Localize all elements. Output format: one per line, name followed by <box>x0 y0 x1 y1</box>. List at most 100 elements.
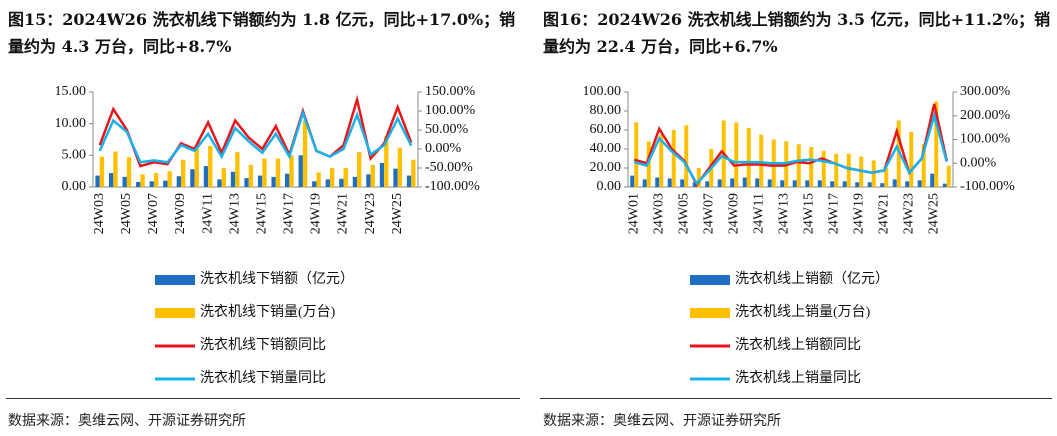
bar <box>176 176 182 187</box>
bar <box>746 128 751 187</box>
bar <box>846 153 851 187</box>
line <box>98 94 413 168</box>
x-tick-label: 24W21 <box>336 193 351 234</box>
bar <box>821 150 826 187</box>
legend-label: 洗衣机线下销量(万台) <box>200 304 336 320</box>
bar <box>262 158 267 187</box>
y2-tick-label: 0.00% <box>425 141 462 156</box>
bar <box>780 180 785 187</box>
bar <box>742 177 747 187</box>
bar <box>257 175 263 187</box>
bar <box>248 164 254 187</box>
y2-tick-label: 150.00% <box>425 84 476 99</box>
bar <box>717 179 722 187</box>
bar <box>930 173 935 187</box>
bar <box>136 181 141 187</box>
bar <box>630 175 635 187</box>
bar <box>352 176 358 187</box>
bar <box>384 136 389 187</box>
y2-tick-label: 100.00% <box>960 132 1011 147</box>
bar <box>302 120 308 187</box>
bar <box>684 125 689 187</box>
y2-tick-label: 100.00% <box>425 103 476 118</box>
bar <box>325 179 330 187</box>
x-tick-label: 24W05 <box>119 193 134 234</box>
y-tick-label: 20.00 <box>590 160 622 175</box>
bar <box>867 182 872 187</box>
bar <box>667 178 672 187</box>
bar <box>149 181 154 187</box>
bar <box>113 151 118 187</box>
x-tick-label: 24W13 <box>227 193 242 234</box>
bar <box>181 159 186 187</box>
x-tick-label: 24W23 <box>363 193 378 234</box>
bar <box>339 178 344 187</box>
bar <box>659 134 664 187</box>
legend-label: 洗衣机线上销量同比 <box>735 370 861 386</box>
bar <box>316 172 321 187</box>
bar <box>271 176 276 187</box>
y-tick-label: 0.00 <box>62 179 87 194</box>
bar <box>230 171 236 187</box>
bar <box>235 152 240 187</box>
y-tick-label: 60.00 <box>590 122 622 137</box>
bar <box>796 144 801 187</box>
bar <box>312 181 317 187</box>
bar <box>892 179 897 187</box>
x-tick-label: 24W17 <box>826 193 841 234</box>
y-tick-label: 100.00 <box>583 84 622 99</box>
legend-label: 洗衣机线下销额（亿元） <box>200 271 354 287</box>
bar <box>194 149 199 187</box>
bar <box>755 178 760 187</box>
bar <box>634 122 639 187</box>
bar <box>855 182 860 187</box>
x-tick-label: 24W17 <box>282 193 297 234</box>
x-tick-label: 24W11 <box>751 193 766 234</box>
bar <box>208 145 213 187</box>
x-tick-label: 24W25 <box>926 193 941 234</box>
bar <box>366 174 371 187</box>
y2-tick-label: -100.00% <box>960 179 1015 194</box>
bar <box>734 122 739 187</box>
source-note: 数据来源：奥维云网、开源证券研究所 <box>543 413 781 429</box>
bar <box>767 179 772 187</box>
x-tick-label: 24W07 <box>146 193 161 234</box>
bar <box>655 177 660 187</box>
legend-label: 洗衣机线上销额同比 <box>735 337 861 353</box>
bar <box>289 155 294 187</box>
bar <box>692 182 697 187</box>
chart-title: 图15：2024W26 洗衣机线下销额约为 1.8 亿元，同比+17.0%；销量… <box>8 10 516 56</box>
y-tick-label: 40.00 <box>590 141 622 156</box>
legend-swatch <box>690 308 730 318</box>
bar <box>884 168 889 187</box>
bar <box>792 180 797 187</box>
y-tick-label: 80.00 <box>590 103 622 118</box>
bar <box>730 178 735 187</box>
x-tick-label: 24W03 <box>651 193 666 234</box>
bar <box>163 180 168 187</box>
bar <box>946 165 951 187</box>
bar <box>397 147 403 187</box>
line <box>633 111 948 186</box>
bar <box>217 179 222 187</box>
bar <box>298 155 303 187</box>
bar <box>379 162 385 187</box>
separator <box>6 398 520 399</box>
legend-swatch <box>155 308 195 318</box>
chart-title: 图16：2024W26 洗衣机线上销额约为 3.5 亿元，同比+11.2%；销量… <box>543 10 1051 56</box>
x-tick-label: 24W01 <box>626 193 641 234</box>
bar <box>370 164 375 187</box>
bar <box>406 175 412 187</box>
bar <box>203 166 209 187</box>
line <box>98 108 413 164</box>
legend-label: 洗衣机线下销量同比 <box>200 370 326 386</box>
bar <box>871 160 876 187</box>
bar <box>759 134 764 187</box>
bar <box>942 183 947 187</box>
bar <box>244 178 249 187</box>
separator <box>540 398 1052 399</box>
y-tick-label: 0.00 <box>597 179 622 194</box>
x-tick-label: 24W23 <box>901 193 916 234</box>
